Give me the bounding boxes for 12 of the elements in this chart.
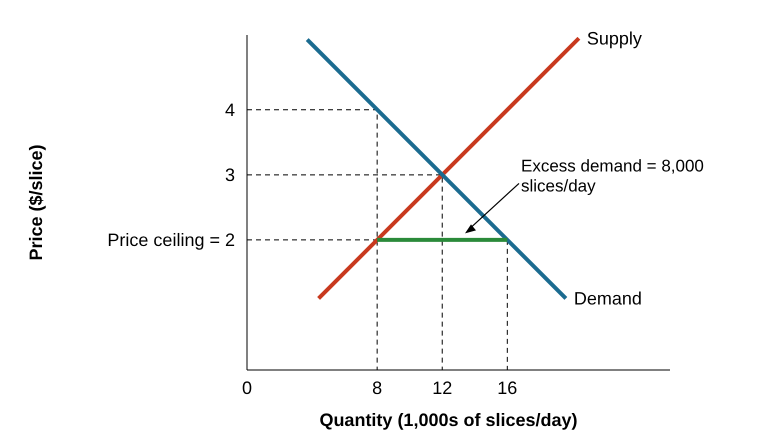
series-label: Supply: [586, 28, 642, 48]
y-axis-title: Price ($/slice): [26, 144, 46, 261]
series-label: Demand: [574, 288, 642, 308]
x-axis-title: Quantity (1,000s of slices/day): [319, 410, 578, 430]
y-tick-label: 4: [224, 100, 235, 120]
x-tick-label: 16: [497, 378, 518, 398]
x-tick-label: 0: [242, 378, 252, 398]
annotation: Excess demand = 8,000 slices/day: [521, 156, 704, 196]
y-tick-label: 3: [224, 164, 235, 185]
x-tick-label: 8: [372, 378, 382, 398]
x-tick-label: 12: [432, 378, 452, 398]
y-tick-label: Price ceiling = 2: [107, 230, 235, 250]
